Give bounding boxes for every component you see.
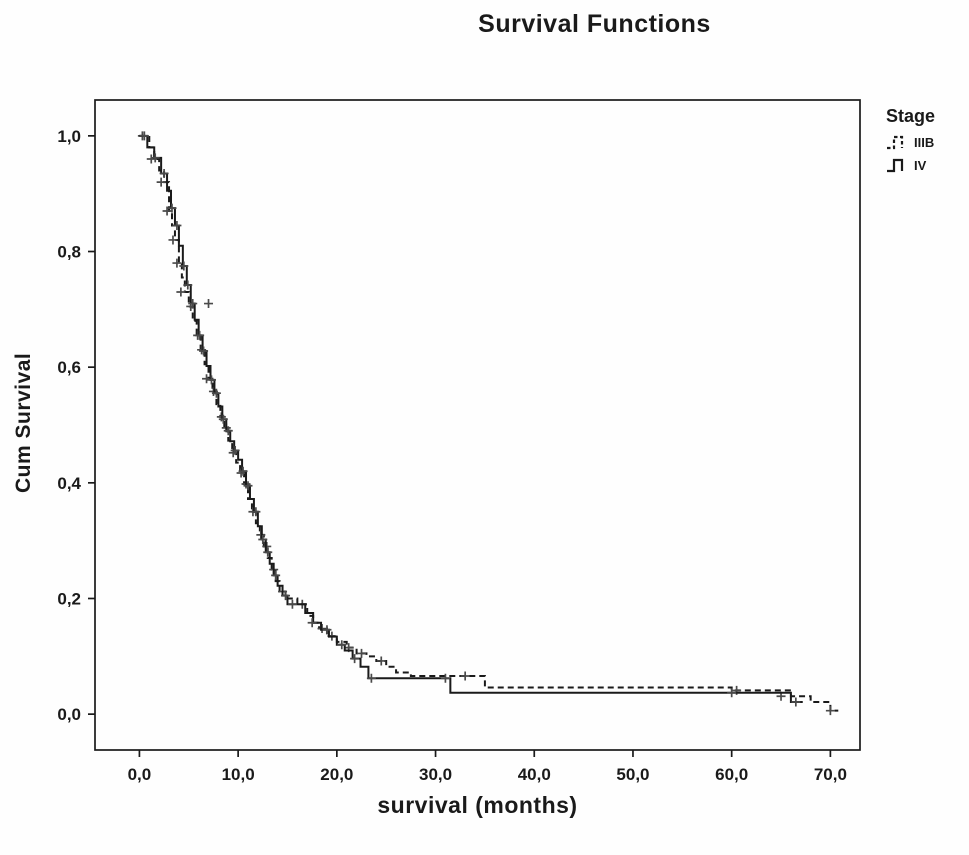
censor-mark-iv	[287, 599, 297, 609]
censor-mark-iv	[791, 697, 801, 707]
censor-mark-iv	[195, 330, 205, 340]
censor-mark-iv	[204, 299, 214, 309]
censor-mark-iv	[258, 535, 268, 545]
series-line-iv	[139, 134, 803, 704]
censor-mark-iv	[350, 654, 360, 664]
x-tick-label: 20,0	[320, 765, 353, 784]
legend-item-iv: IV	[886, 156, 966, 174]
y-tick-label: 0,2	[57, 589, 81, 608]
censor-mark-iv	[243, 481, 253, 491]
x-tick-label: 50,0	[616, 765, 649, 784]
x-tick-label: 30,0	[419, 765, 452, 784]
censor-mark-iv	[271, 570, 281, 580]
censor-mark-iv	[150, 153, 160, 163]
censor-mark-iv	[440, 673, 450, 683]
censor-mark-iv	[727, 688, 737, 698]
censor-mark-iv	[199, 346, 209, 356]
legend-title: Stage	[886, 106, 936, 126]
censor-mark-iv	[167, 203, 177, 213]
censor-mark-iv	[281, 591, 291, 601]
censor-mark-iiib	[176, 287, 186, 297]
x-tick-label: 10,0	[222, 765, 255, 784]
censor-mark-iiib	[825, 706, 835, 716]
x-tick-label: 40,0	[518, 765, 551, 784]
censor-mark-iv	[139, 131, 149, 141]
legend-item-iiib: IIIB	[886, 133, 966, 151]
x-axis-label: survival (months)	[377, 792, 578, 818]
censor-mark-iv	[307, 618, 317, 628]
censor-mark-iv	[206, 375, 216, 385]
censor-mark-iv	[337, 640, 347, 650]
censor-mark-iiib	[168, 235, 178, 245]
censor-mark-iiib	[146, 154, 156, 164]
legend: Stage IIIB IV	[886, 106, 966, 179]
y-tick-label: 0,8	[57, 243, 81, 262]
legend-label-iv: IV	[914, 157, 927, 173]
censor-mark-iv	[188, 299, 198, 309]
censor-mark-iiib	[162, 206, 172, 216]
censor-mark-iv	[223, 426, 233, 436]
censor-mark-iiib	[156, 177, 166, 187]
censor-mark-iv	[322, 625, 332, 635]
censor-mark-iv	[366, 673, 376, 683]
censor-mark-iv	[251, 507, 261, 517]
censor-mark-iv	[183, 280, 193, 290]
y-tick-label: 0,0	[57, 705, 81, 724]
censor-mark-iv	[179, 261, 189, 271]
series-line-iiib	[139, 134, 839, 712]
censor-mark-iv	[172, 220, 182, 230]
legend-label-iiib: IIIB	[914, 134, 935, 150]
y-tick-label: 0,6	[57, 358, 81, 377]
censor-mark-iv	[263, 547, 273, 557]
x-tick-label: 70,0	[814, 765, 847, 784]
censor-mark-iiib	[460, 671, 470, 681]
censor-mark-iv	[211, 388, 221, 398]
censor-mark-iiib	[357, 648, 367, 658]
x-tick-label: 0,0	[128, 765, 152, 784]
plot-frame	[94, 99, 861, 751]
dashed-step-line-icon	[887, 135, 904, 150]
y-tick-label: 1,0	[57, 127, 81, 146]
censor-mark-iv	[218, 414, 228, 424]
x-tick-label: 60,0	[715, 765, 748, 784]
censor-mark-iiib	[376, 656, 386, 666]
censor-mark-iv	[159, 168, 169, 178]
censor-mark-iv	[230, 445, 240, 455]
chart-title: Survival Functions	[478, 10, 711, 38]
solid-step-line-icon	[887, 158, 904, 173]
censor-mark-iiib	[172, 258, 182, 268]
y-tick-label: 0,4	[57, 474, 81, 493]
censor-mark-iv	[238, 466, 248, 476]
